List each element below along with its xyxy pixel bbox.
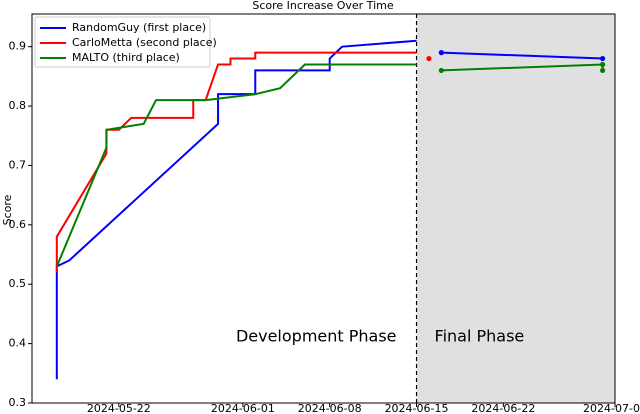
- x-tick-label: 2024-06-01: [211, 402, 275, 414]
- x-tick-label: 2024-06-22: [471, 402, 535, 414]
- y-tick-label: 0.3: [9, 396, 27, 409]
- x-tick-label: 2024-06-08: [298, 402, 362, 414]
- y-tick-label: 0.5: [9, 277, 27, 290]
- annotation: Development Phase: [236, 327, 397, 346]
- x-tick-label: 2024-05-22: [87, 402, 151, 414]
- legend: RandomGuy (first place) CarloMetta (secon…: [34, 16, 217, 68]
- point-marker: [426, 55, 432, 62]
- x-tick-label: 2024-07-01: [583, 402, 640, 414]
- point-marker: [599, 67, 606, 74]
- point-marker: [599, 61, 606, 68]
- series-line: [57, 53, 429, 273]
- annotation: Final Phase: [435, 327, 525, 346]
- legend-label: RandomGuy (first place): [72, 21, 206, 34]
- point-marker: [438, 50, 444, 56]
- legend-label: MALTO (third place): [72, 51, 180, 64]
- legend-label: CarloMetta (second place): [72, 36, 217, 49]
- y-tick-label: 0.7: [9, 158, 27, 171]
- y-axis-label: Score: [1, 194, 14, 225]
- point-marker: [599, 55, 606, 62]
- chart-title: Score Increase Over Time: [252, 0, 393, 12]
- legend-box: [34, 16, 211, 68]
- y-tick-label: 0.6: [9, 218, 27, 231]
- final-phase-shade: [416, 14, 615, 403]
- axes-frame: [31, 13, 616, 404]
- y-tick-label: 0.4: [9, 337, 27, 350]
- y-tick-label: 0.8: [9, 99, 27, 112]
- x-tick-label: 2024-06-15: [385, 402, 449, 414]
- y-tick-label: 0.9: [9, 40, 27, 53]
- point-marker: [438, 67, 444, 74]
